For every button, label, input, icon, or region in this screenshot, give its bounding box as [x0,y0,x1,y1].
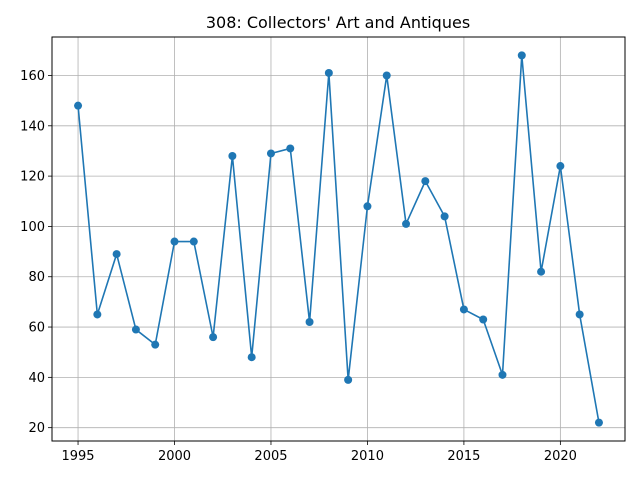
data-point [594,418,603,427]
data-point [479,315,488,324]
data-point [247,353,256,362]
x-tick-label: 2005 [254,449,287,464]
data-point [266,149,275,158]
y-tick-label: 20 [28,421,45,436]
data-point [498,370,507,379]
grid [52,37,625,441]
data-point [537,267,546,276]
data-point [151,340,160,349]
x-tick-label: 2010 [351,449,384,464]
data-point [74,101,83,110]
x-tick-label: 1995 [61,449,94,464]
x-tick-label: 2000 [158,449,191,464]
data-point [344,375,353,384]
chart-title: 308: Collectors' Art and Antiques [206,13,470,32]
data-point [189,237,198,246]
y-tick-label: 160 [20,69,45,84]
y-tick-label: 100 [20,220,45,235]
data-point [440,212,449,221]
plot-frame [51,36,626,442]
data-point [382,71,391,80]
series-layer [74,51,603,427]
data-point [286,144,295,153]
data-point [421,177,430,186]
data-point [228,151,237,160]
data-point [402,219,411,228]
y-tick-label: 60 [28,321,45,336]
data-point [556,162,565,171]
y-tick-label: 120 [20,170,45,185]
data-point [517,51,526,60]
data-point [170,237,179,246]
data-point [575,310,584,319]
y-tick-label: 40 [28,371,45,386]
data-point [209,333,218,342]
series-line [77,54,600,423]
y-tick-label: 140 [20,119,45,134]
x-tick-label: 2015 [447,449,480,464]
data-point [363,202,372,211]
data-point [324,68,333,77]
y-tick-label: 80 [28,270,45,285]
data-point [112,250,121,259]
data-point [93,310,102,319]
data-point [131,325,140,334]
x-tick-label: 2020 [544,449,577,464]
ticks: 1995 2000 2005 2010 2015 20202040608010012014… [20,69,577,464]
data-point [459,305,468,314]
data-point [305,318,314,327]
